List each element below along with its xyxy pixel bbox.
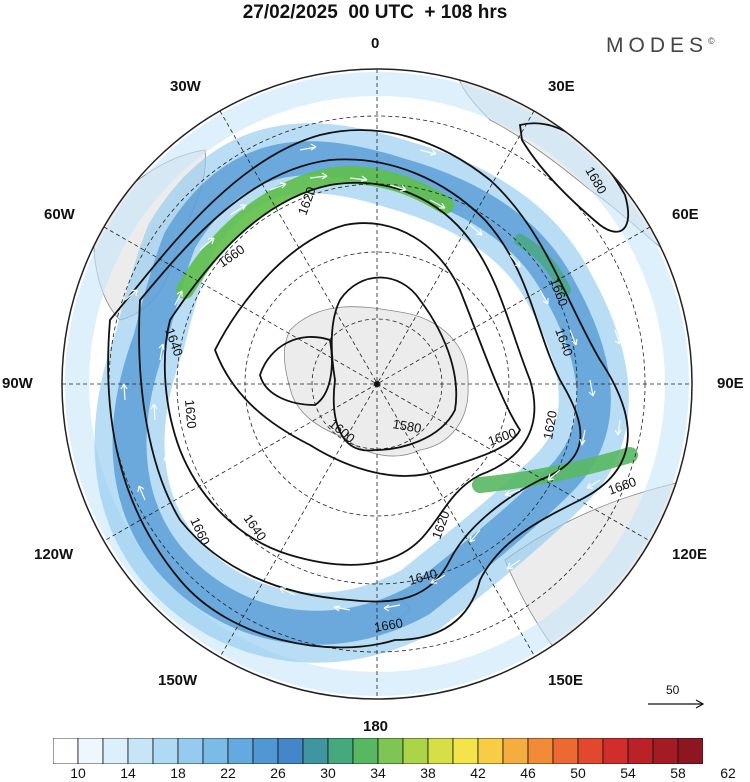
colorbar-cell xyxy=(627,738,654,764)
colorbar-cell xyxy=(302,738,329,764)
colorbar-cell xyxy=(152,738,179,764)
contour-1640 xyxy=(138,158,582,603)
lon-label-60w: 60W xyxy=(44,206,75,223)
colorbar-tick-label: 30 xyxy=(320,765,336,781)
contour-label-1580: 1580 xyxy=(391,416,422,436)
colorbar-tick-label: 42 xyxy=(470,765,486,781)
wind-vectors xyxy=(120,143,622,637)
colorbar-cell xyxy=(102,738,129,764)
colorbar-cell xyxy=(53,738,79,764)
contour-1600 xyxy=(214,222,522,477)
contour-1620 xyxy=(163,181,536,566)
brand-text: MODES xyxy=(606,34,709,57)
colorbar-cell xyxy=(177,738,204,764)
colorbar-cell xyxy=(452,738,479,764)
colorbar-cell xyxy=(427,738,454,764)
lon-label-120w: 120W xyxy=(34,546,74,563)
colorbar-tick-label: 50 xyxy=(570,765,586,781)
colorbar-cell xyxy=(277,738,304,764)
reference-vector-label: 50 xyxy=(666,683,680,697)
lon-label-30e: 30E xyxy=(548,78,575,95)
colorbar-cell xyxy=(602,738,629,764)
lon-label-90e: 90E xyxy=(717,375,744,392)
colorbar-tick-label: 62 xyxy=(720,765,736,781)
colorbar-cell xyxy=(77,738,104,764)
colorbar-cell xyxy=(552,738,579,764)
colorbar-tick-label: 34 xyxy=(370,765,386,781)
colorbar-cell xyxy=(577,738,604,764)
contour-1580-west xyxy=(259,336,333,406)
lon-label-150w: 150W xyxy=(158,672,198,689)
colorbar-cell xyxy=(327,738,354,764)
contour-label-1620-west: 1620 xyxy=(182,399,199,429)
colorbar xyxy=(53,738,703,764)
colorbar-tick-label: 26 xyxy=(270,765,286,781)
colorbar-cell xyxy=(202,738,229,764)
lon-label-150e: 150E xyxy=(548,672,584,689)
colorbar-cell xyxy=(652,738,679,764)
colorbar-cell xyxy=(352,738,379,764)
colorbar-tick-label: 54 xyxy=(620,765,636,781)
contour-label-1660-south: 1660 xyxy=(373,615,404,635)
colorbar-cell xyxy=(127,738,154,764)
brand-mark: © xyxy=(708,36,715,46)
colorbar-tick-label: 10 xyxy=(70,765,86,781)
colorbar-cell xyxy=(477,738,504,764)
lon-label-180: 180 xyxy=(363,718,389,735)
colorbar-tick-label: 58 xyxy=(670,765,686,781)
colorbar-tick-label: 38 xyxy=(420,765,436,781)
lon-label-90w: 90W xyxy=(2,375,33,392)
reference-vector xyxy=(648,699,705,709)
brand-logo: MODES© xyxy=(606,34,715,58)
colorbar-tick-label: 46 xyxy=(520,765,536,781)
colorbar-cell xyxy=(502,738,529,764)
colorbar-cell xyxy=(677,738,703,764)
lon-label-60e: 60E xyxy=(672,206,699,223)
colorbar-cell xyxy=(227,738,254,764)
map-title: 27/02/2025 00 UTC + 108 hrs xyxy=(242,2,508,23)
colorbar-cell xyxy=(252,738,279,764)
colorbar-tick-label: 14 xyxy=(120,765,136,781)
colorbar-tick-label: 18 xyxy=(170,765,186,781)
pole-marker xyxy=(374,381,380,387)
lon-label-120e: 120E xyxy=(672,546,708,563)
jet-core-northwest xyxy=(176,165,454,299)
contour-label-1640-south: 1640 xyxy=(407,566,439,588)
colorbar-cell xyxy=(402,738,429,764)
contour-1580 xyxy=(330,276,458,452)
height-contours xyxy=(107,122,630,649)
contour-label-1620-east: 1620 xyxy=(540,409,560,440)
globe-outline xyxy=(61,68,693,700)
colorbar-cell xyxy=(377,738,404,764)
colorbar-cell xyxy=(527,738,554,764)
contour-1660 xyxy=(107,129,629,649)
colorbar-tick-label: 22 xyxy=(220,765,236,781)
lon-label-30w: 30W xyxy=(170,78,201,95)
lon-label-0: 0 xyxy=(371,35,380,52)
